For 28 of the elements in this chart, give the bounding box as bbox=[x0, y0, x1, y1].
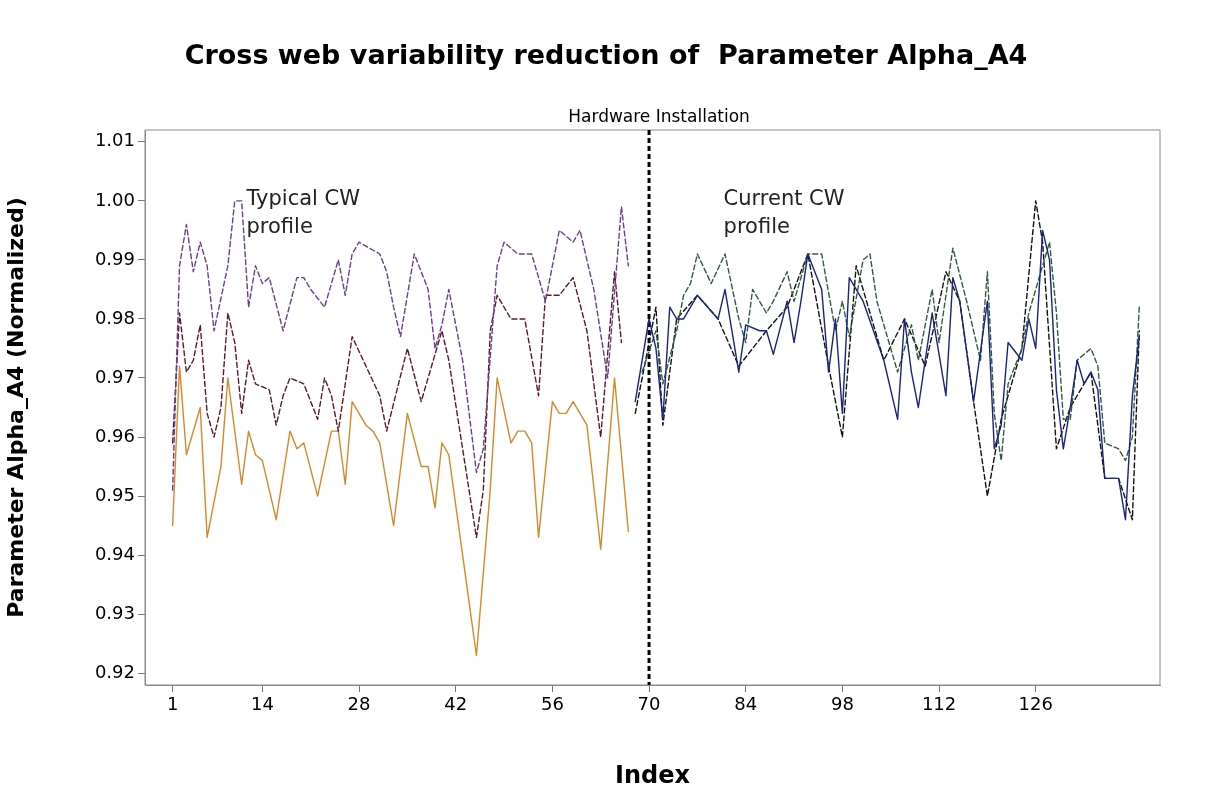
x-tick-label: 56 bbox=[540, 693, 564, 715]
y-tick-label: 0.98 bbox=[94, 306, 135, 328]
y-tick-label: 1.01 bbox=[94, 129, 135, 151]
y-tick-label: 1.00 bbox=[94, 188, 135, 210]
x-tick-label: 98 bbox=[830, 693, 854, 715]
y-tick-label: 0.93 bbox=[94, 601, 135, 623]
line-series bbox=[171, 271, 623, 539]
y-tick-label: 0.97 bbox=[94, 365, 135, 387]
x-tick-label: 1 bbox=[166, 693, 179, 715]
x-tick-label: 28 bbox=[347, 693, 371, 715]
x-tick-label: 14 bbox=[250, 693, 274, 715]
y-tick-label: 0.96 bbox=[94, 424, 135, 446]
y-tick-label: 0.99 bbox=[94, 247, 135, 269]
y-tick-label: 0.92 bbox=[94, 660, 135, 682]
chart-title: Cross web variability reduction of Parameter Alpha_A4 bbox=[184, 39, 1028, 71]
y-tick-label: 0.94 bbox=[94, 542, 135, 564]
x-tick-label: 84 bbox=[734, 693, 758, 715]
annotation: Current CW profile bbox=[723, 186, 845, 239]
annotation: Typical CW profile bbox=[245, 186, 361, 239]
y-tick-label: 0.95 bbox=[94, 483, 135, 505]
x-tick-label: 112 bbox=[921, 693, 957, 715]
x-tick-label: 70 bbox=[637, 693, 661, 715]
x-tick-label: 126 bbox=[1018, 693, 1053, 715]
y-axis-title: Parameter Alpha_A4 (Normalized) bbox=[2, 197, 28, 618]
x-axis-title: Index bbox=[615, 760, 691, 789]
ref-line-label: Hardware Installation bbox=[568, 105, 750, 126]
line-series bbox=[641, 241, 1140, 462]
x-tick-label: 42 bbox=[444, 693, 468, 715]
